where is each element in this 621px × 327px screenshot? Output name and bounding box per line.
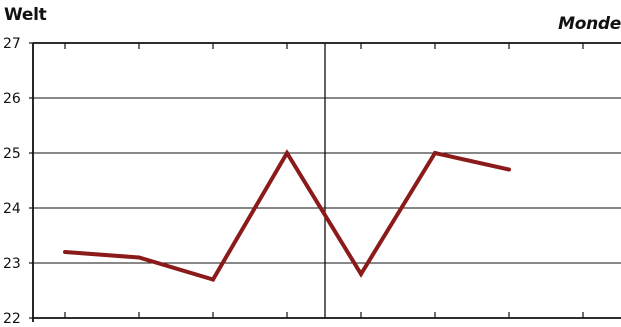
grid-layer <box>33 42 621 319</box>
series-line-1 <box>64 149 510 282</box>
y-tick-label-24: 24 <box>3 201 21 217</box>
data-point-6 <box>433 151 437 155</box>
y-tick-label-26: 26 <box>3 91 21 107</box>
data-point-4 <box>285 151 289 155</box>
chart-title-left: Welt <box>4 5 47 25</box>
chart-title-right: Monde <box>558 14 621 34</box>
axis-layer <box>32 43 326 322</box>
data-point-2 <box>137 255 141 260</box>
y-tick-labels: 22 23 24 25 26 27 <box>3 36 21 327</box>
data-point-1 <box>63 250 67 254</box>
y-tick-label-27: 27 <box>3 36 21 52</box>
y-tick-label-23: 23 <box>3 256 21 272</box>
data-point-7 <box>507 167 511 172</box>
tick-layer <box>29 42 584 319</box>
data-point-3 <box>211 277 215 282</box>
series-layer <box>63 149 511 282</box>
y-tick-label-22: 22 <box>3 311 21 327</box>
data-point-5 <box>359 272 363 276</box>
y-tick-label-25: 25 <box>3 146 21 162</box>
